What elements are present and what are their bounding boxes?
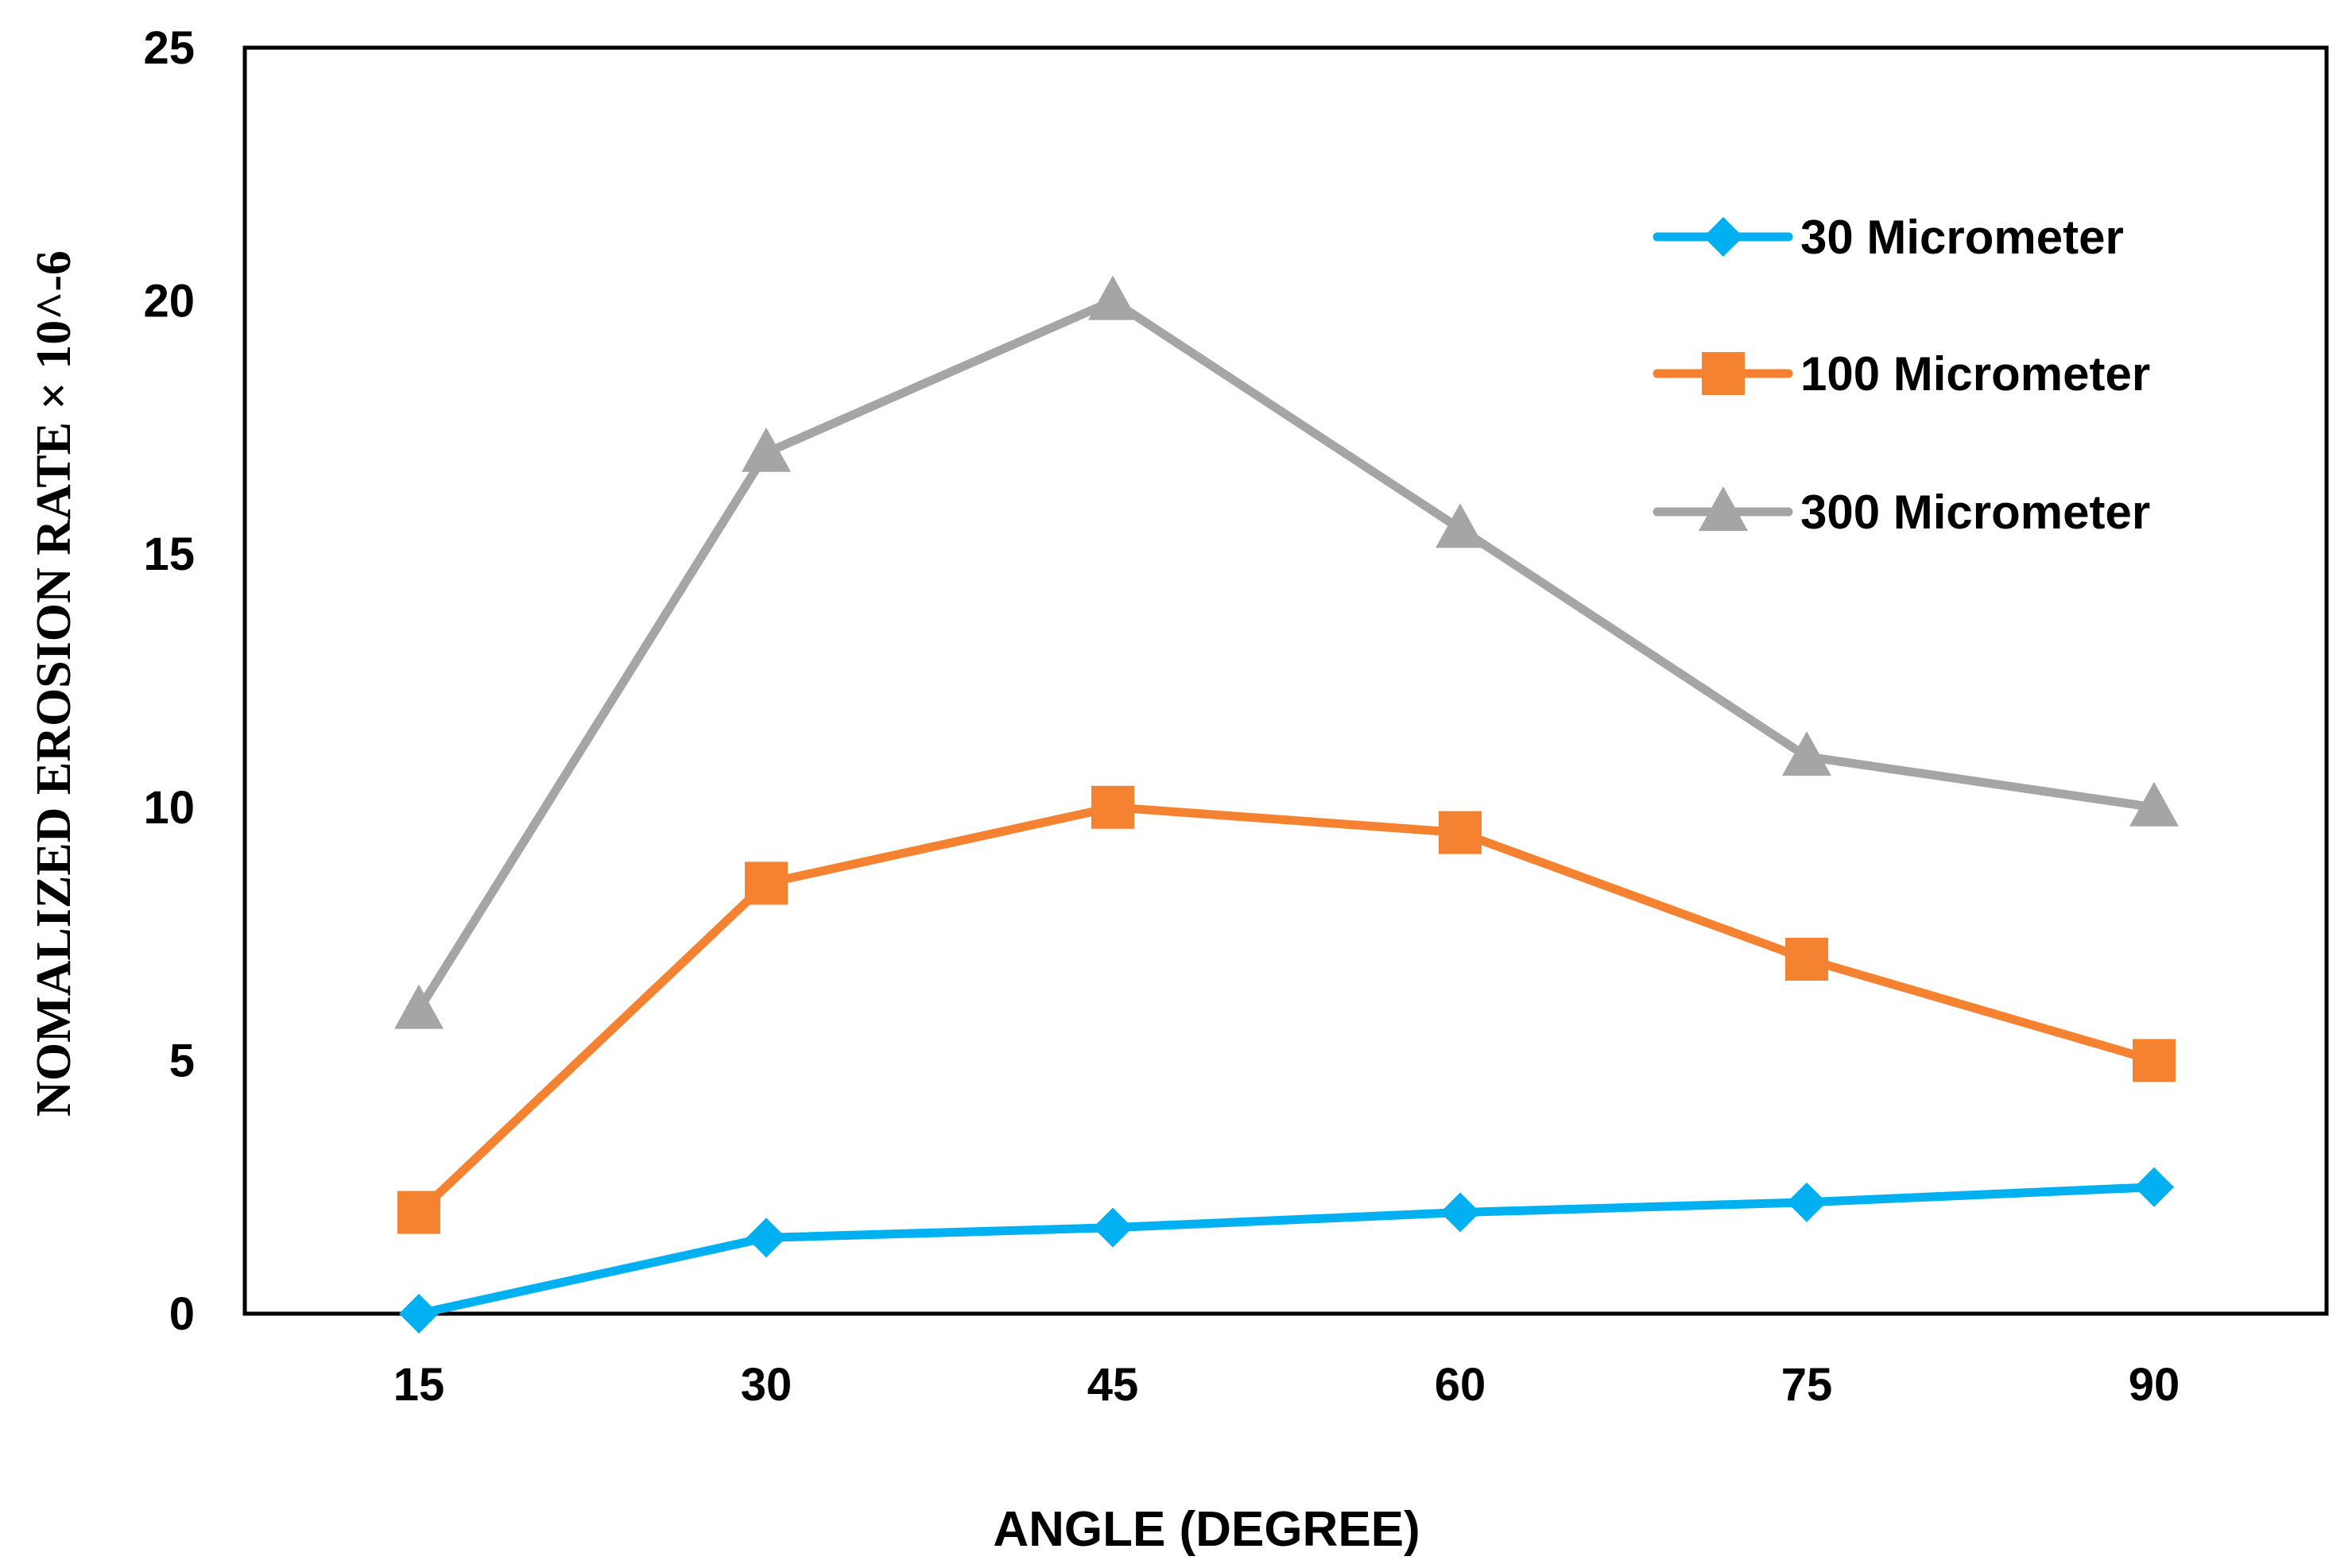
y-tick-label: 5 <box>169 1035 195 1086</box>
legend-item: 300 Micrometer <box>1653 486 2150 539</box>
legend-marker <box>1699 486 1748 531</box>
data-point-marker <box>1436 503 1485 548</box>
x-tick-label: 75 <box>1781 1359 1833 1411</box>
data-point-marker <box>746 1218 786 1258</box>
data-point-marker <box>399 1294 439 1334</box>
y-tick-label: 15 <box>143 528 195 580</box>
legend-label: 30 Micrometer <box>1800 211 2124 264</box>
data-point-marker <box>394 984 444 1029</box>
y-tick-label: 0 <box>169 1288 195 1340</box>
data-point-marker <box>397 1191 440 1234</box>
data-point-marker <box>2134 1167 2174 1207</box>
legend-label: 300 Micrometer <box>1800 486 2150 539</box>
series-30-micrometer <box>399 1167 2174 1334</box>
legend: 30 Micrometer 100 Micrometer 300 Micromete… <box>1653 211 2150 539</box>
legend-marker <box>1702 352 1745 395</box>
data-point-marker <box>1088 275 1137 320</box>
data-point-marker <box>1782 731 1831 776</box>
x-tick-label: 30 <box>741 1359 792 1411</box>
x-tick-label: 60 <box>1435 1359 1486 1411</box>
x-tick-label: 90 <box>2129 1359 2180 1411</box>
series-300-micrometer <box>394 275 2179 1029</box>
data-point-marker <box>1440 1192 1480 1233</box>
x-tick-label: 15 <box>393 1359 445 1411</box>
legend-item: 30 Micrometer <box>1653 211 2124 264</box>
legend-label: 100 Micrometer <box>1800 347 2150 401</box>
legend-item: 100 Micrometer <box>1653 347 2150 401</box>
y-tick-label: 10 <box>143 782 195 834</box>
y-tick-label: 25 <box>143 22 195 74</box>
data-point-marker <box>2133 1039 2176 1082</box>
x-tick-label: 45 <box>1087 1359 1139 1411</box>
x-axis-title: ANGLE (DEGREE) <box>993 1502 1420 1557</box>
legend-marker <box>1703 217 1743 257</box>
data-point-marker <box>1093 1207 1133 1248</box>
data-point-marker <box>1787 1182 1827 1222</box>
series-line <box>414 803 2159 1218</box>
y-axis-ticks: 0 5 10 15 20 25 <box>143 22 195 1340</box>
data-point-marker <box>1785 937 1828 981</box>
data-point-marker <box>2129 781 2179 827</box>
data-point-marker <box>745 861 788 905</box>
series-line <box>414 1183 2159 1318</box>
series-100-micrometer <box>397 785 2176 1234</box>
series-line <box>414 296 2159 1015</box>
data-point-marker <box>1091 785 1134 829</box>
plot-area <box>242 45 2329 1316</box>
y-tick-label: 20 <box>143 276 195 327</box>
series-layer <box>394 275 2179 1334</box>
x-axis-ticks: 15 30 45 60 75 90 <box>393 1359 2180 1411</box>
data-point-marker <box>1439 811 1482 854</box>
y-axis-title: NOMALIZED EROSION RATE × 10^-6 <box>27 250 81 1117</box>
data-point-marker <box>742 427 791 472</box>
